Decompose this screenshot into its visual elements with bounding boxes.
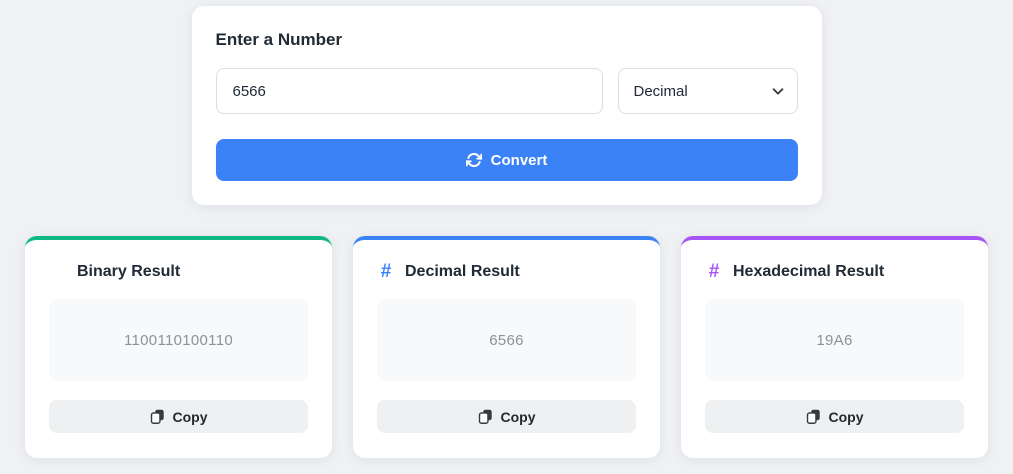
card-title: Hexadecimal Result <box>733 263 885 280</box>
copy-button-label: Copy <box>500 408 536 425</box>
decimal-result-card: # Decimal Result 6566 Copy <box>353 236 660 458</box>
base-select[interactable]: Decimal <box>617 68 798 114</box>
arrows-rotate-icon <box>465 152 482 168</box>
copy-button[interactable]: Copy <box>705 400 964 433</box>
card-title: Decimal Result <box>405 263 520 280</box>
hashtag-icon: # <box>708 261 720 282</box>
result-value: 19A6 <box>816 331 853 349</box>
result-value-box: 6566 <box>377 299 636 381</box>
result-value: 6566 <box>489 331 524 349</box>
binary-result-card: Binary Result 1100110100110 Copy <box>25 236 332 458</box>
hexadecimal-result-card: # Hexadecimal Result 19A6 Copy <box>681 236 988 458</box>
convert-button[interactable]: Convert <box>215 139 798 181</box>
copy-button[interactable]: Copy <box>49 400 308 433</box>
base-select-wrap: Decimal <box>617 68 798 114</box>
card-title-row: Binary Result <box>49 260 308 284</box>
result-value-box: 1100110100110 <box>49 299 308 381</box>
converter-card: Enter a Number Decimal Convert <box>191 6 822 205</box>
input-row: Decimal <box>215 68 798 114</box>
card-title-row: # Decimal Result <box>377 260 636 284</box>
results-row: Binary Result 1100110100110 Copy # Decim… <box>0 236 1013 458</box>
number-input[interactable] <box>215 68 603 114</box>
copy-icon <box>150 409 165 424</box>
copy-icon <box>478 409 493 424</box>
copy-button-label: Copy <box>828 408 864 425</box>
card-title-row: # Hexadecimal Result <box>705 260 964 284</box>
copy-button[interactable]: Copy <box>377 400 636 433</box>
result-value-box: 19A6 <box>705 299 964 381</box>
page-title: Enter a Number <box>215 30 343 49</box>
copy-button-label: Copy <box>172 408 208 425</box>
hashtag-icon: # <box>380 261 392 282</box>
card-title: Binary Result <box>77 263 181 280</box>
result-value: 1100110100110 <box>123 331 233 349</box>
copy-icon <box>806 409 821 424</box>
convert-button-label: Convert <box>490 151 548 169</box>
